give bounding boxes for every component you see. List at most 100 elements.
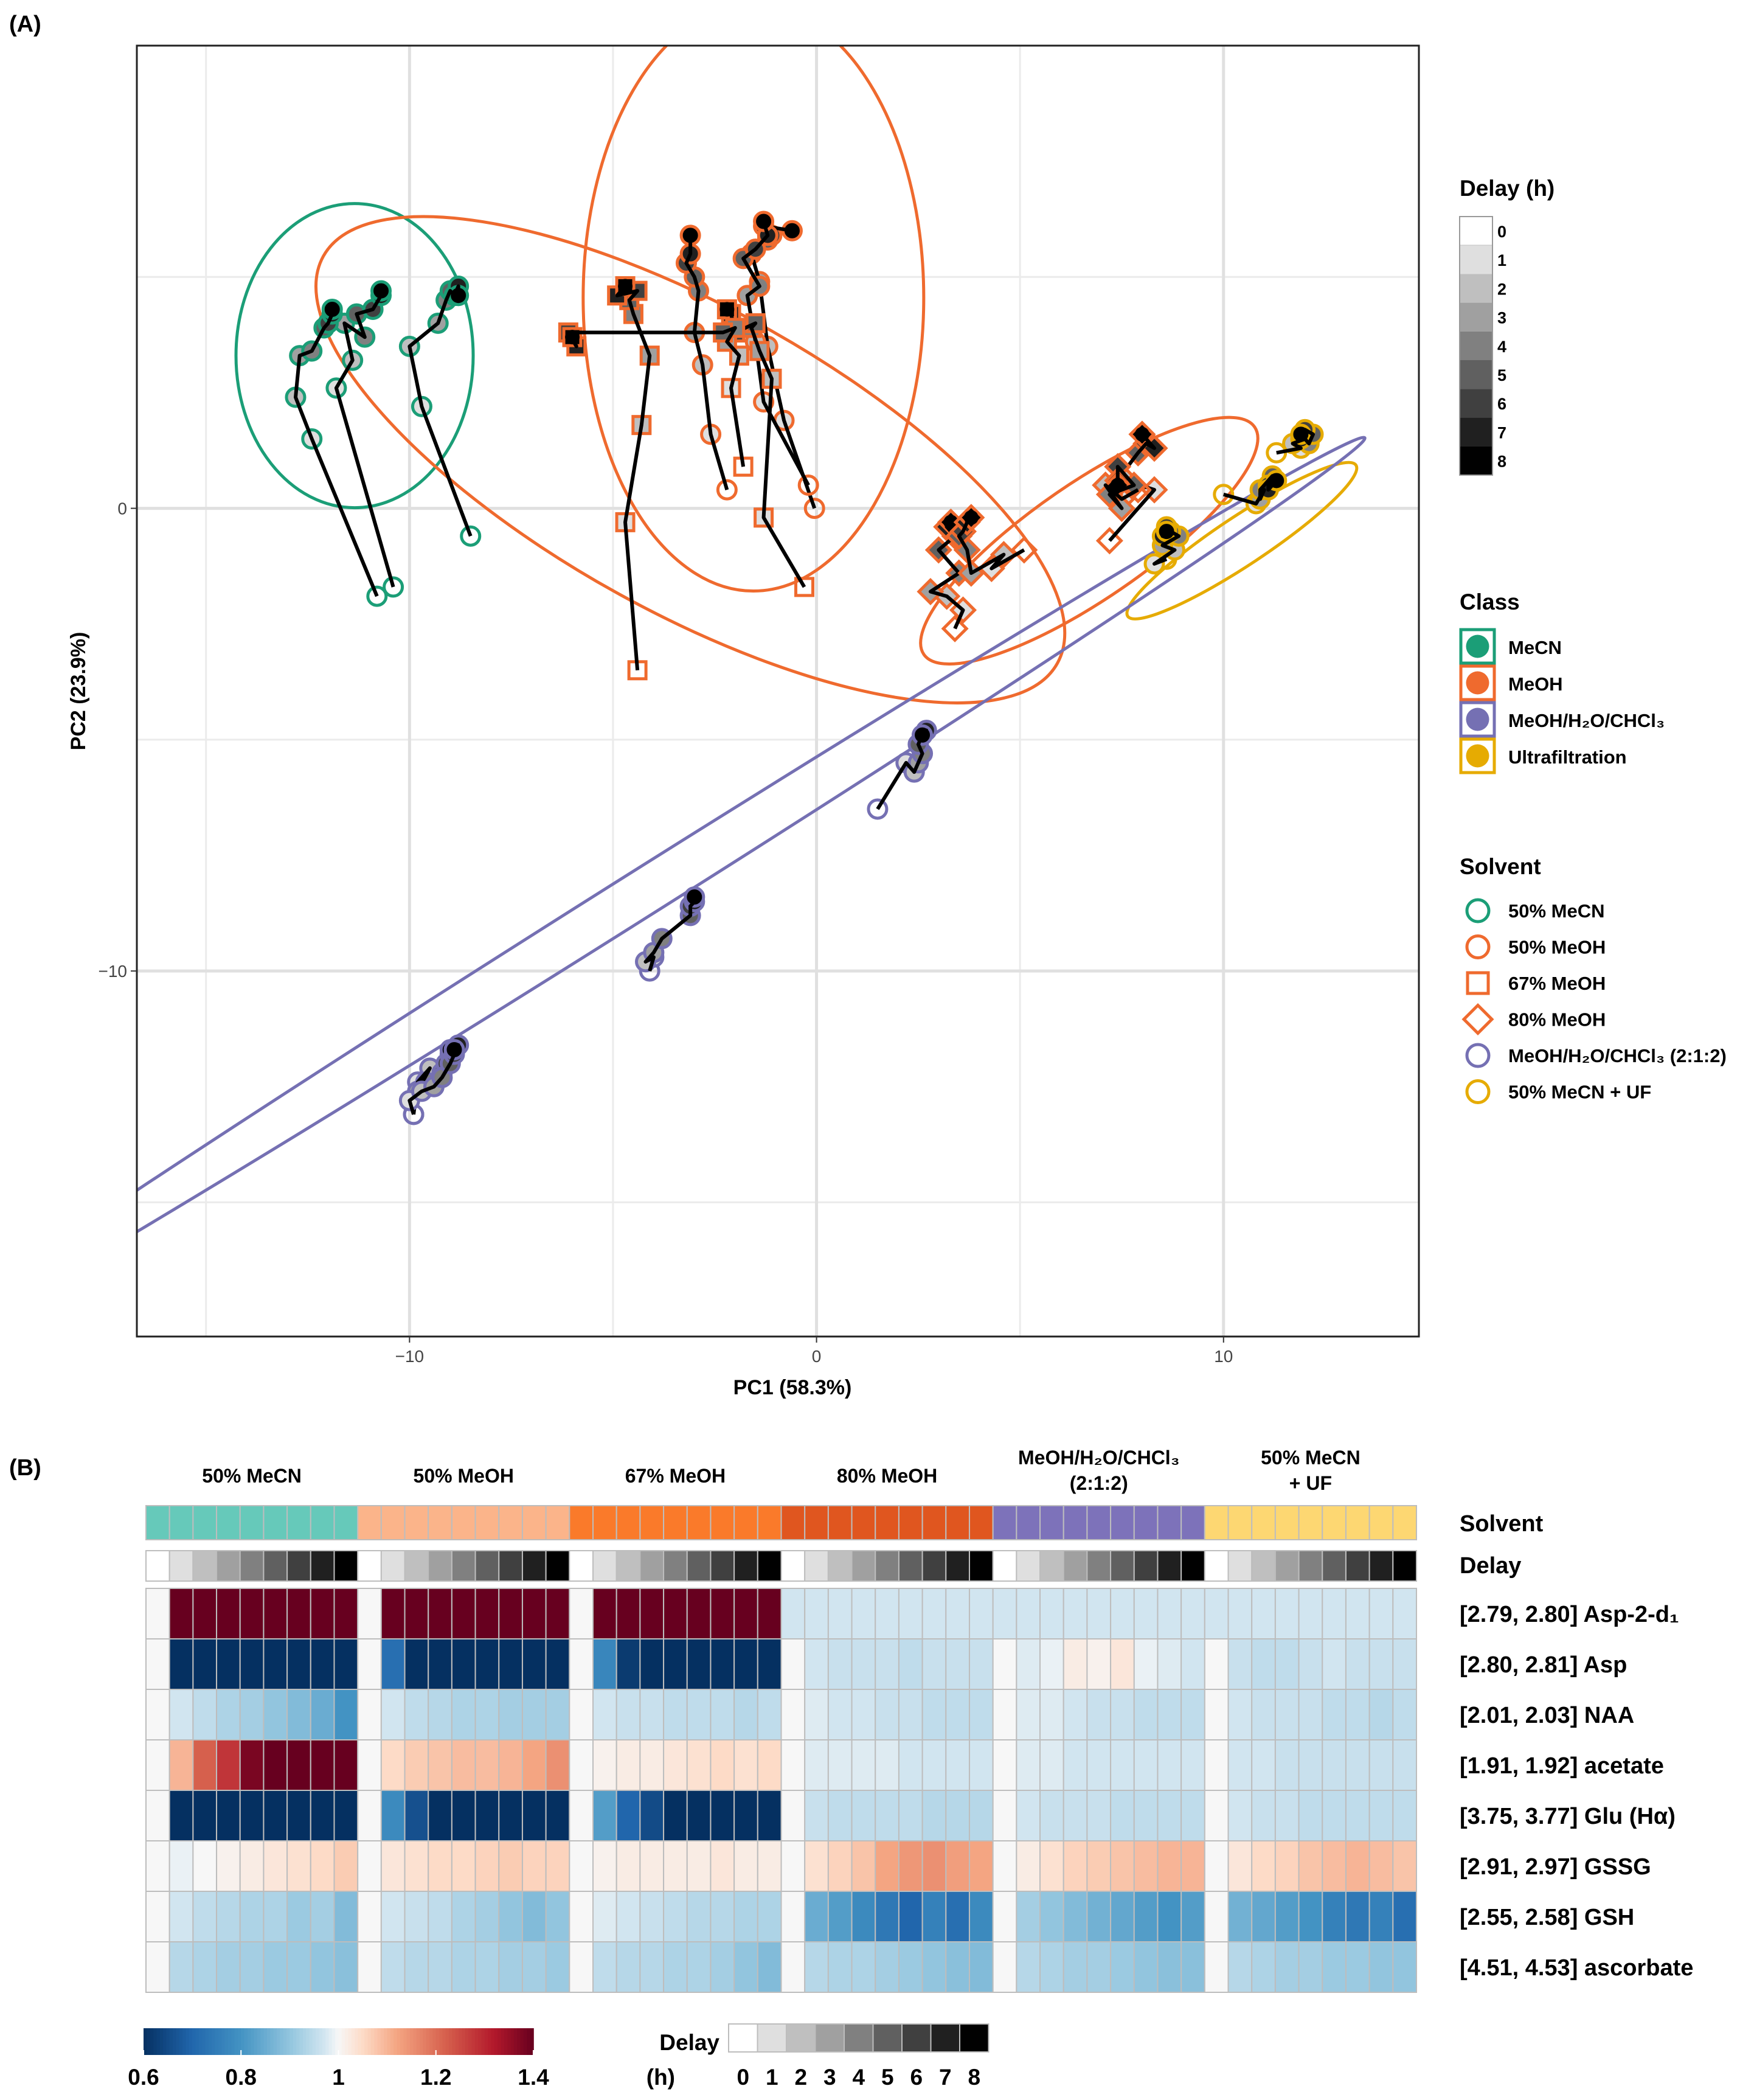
color-scale-segment — [410, 2028, 414, 2055]
heatmap-cell — [592, 1739, 617, 1791]
color-scale-segment — [364, 2028, 369, 2055]
delay-annotation-cell — [592, 1550, 617, 1582]
color-scale-segment — [156, 2028, 161, 2055]
delay-swatch-label: 7 — [1497, 423, 1506, 442]
color-scale-segment — [277, 2028, 281, 2055]
delay-swatch — [1460, 245, 1492, 274]
heatmap-cell — [780, 1689, 806, 1740]
end-point — [943, 515, 958, 530]
delay-annotation-cell — [1016, 1550, 1041, 1582]
color-scale-segment — [367, 2028, 372, 2055]
heatmap-cell — [592, 1588, 617, 1639]
delay-scale-label: 3 — [823, 2065, 836, 2090]
pca-plot: −10 0 10 −10 0 PC1 (58.3%) PC2 (23.9%) — [67, 44, 1420, 1399]
heatmap-cell — [451, 1588, 476, 1639]
color-scale-segment — [435, 2028, 440, 2055]
color-scale-segment — [504, 2028, 508, 2055]
heatmap-cell — [945, 1689, 970, 1740]
heatmap-cell — [615, 1941, 641, 1993]
row-label: [2.79, 2.80] Asp-2-d₁ — [1460, 1602, 1679, 1627]
heatmap-cell — [545, 1891, 570, 1942]
solvent-annotation-cell — [875, 1505, 900, 1540]
trajectory — [398, 1034, 470, 1125]
solvent-annotation-cell — [428, 1505, 452, 1540]
color-scale-segment — [459, 2028, 463, 2055]
color-scale-segment — [400, 2028, 404, 2055]
heatmap-cell — [569, 1941, 594, 1993]
heatmap-cell — [239, 1638, 265, 1690]
solvent-annotation-cell — [757, 1505, 782, 1540]
solvent-annotation-cell — [216, 1505, 241, 1540]
heatmap-cell — [686, 1739, 712, 1791]
panel-a-label: (A) — [9, 12, 41, 37]
solvent-swatch — [1465, 1079, 1491, 1104]
heatmap-cell — [733, 1638, 758, 1690]
heatmap-cell — [521, 1689, 547, 1740]
delay-annotation-cell — [451, 1550, 476, 1582]
heatmap-cell — [310, 1588, 335, 1639]
heatmap-cell — [827, 1790, 853, 1841]
x-tick-label: 10 — [1214, 1347, 1233, 1366]
data-point — [867, 798, 889, 820]
row-label: [4.51, 4.53] ascorbate — [1460, 1955, 1693, 1981]
trajectory — [867, 720, 937, 820]
color-scale-segment — [468, 2028, 473, 2055]
end-point — [565, 330, 580, 345]
heatmap-cell — [310, 1638, 335, 1690]
delay-scale-swatch — [786, 2023, 816, 2053]
heatmap-cell — [1227, 1689, 1253, 1740]
heatmap-cell — [428, 1891, 452, 1942]
heatmap-cell — [615, 1739, 641, 1791]
heatmap-cell — [1274, 1689, 1300, 1740]
heatmap-cell — [1062, 1790, 1088, 1841]
row-label: [3.75, 3.77] Glu (Hα) — [1460, 1804, 1676, 1829]
color-scale-segment — [341, 2028, 345, 2055]
heatmap-cell — [851, 1941, 876, 1993]
trajectory — [917, 508, 977, 642]
solvent-annotation-cell — [968, 1505, 994, 1540]
delay-annotation-cell — [851, 1550, 876, 1582]
heatmap-cell — [615, 1638, 641, 1690]
heatmap-cell — [428, 1689, 452, 1740]
heatmap-cell — [333, 1840, 359, 1892]
heatmap-cell — [686, 1941, 712, 1993]
heatmap-cell — [451, 1790, 476, 1841]
end-point — [373, 283, 389, 299]
solvent-annotation-cell — [1086, 1505, 1112, 1540]
heatmap-cell — [945, 1638, 970, 1690]
heatmap-cell — [1368, 1739, 1394, 1791]
heatmap-cell — [1016, 1840, 1041, 1892]
heatmap-cell — [1368, 1689, 1394, 1740]
heatmap-cell — [145, 1891, 170, 1942]
heatmap-cell — [804, 1840, 829, 1892]
color-scale-segment — [488, 2028, 492, 2055]
delay-scale-label: 6 — [910, 2065, 923, 2090]
heatmap-cell — [757, 1941, 782, 1993]
heatmap-cell — [333, 1588, 359, 1639]
solvent-label: 50% MeCN + UF — [1508, 1082, 1651, 1103]
heatmap-cell — [239, 1689, 265, 1740]
color-scale-segment — [231, 2028, 235, 2055]
heatmap-cell — [710, 1840, 735, 1892]
trajectory — [607, 276, 660, 681]
heatmap-cell — [921, 1790, 947, 1841]
heatmap-cell — [1322, 1941, 1347, 1993]
color-scale-segment — [423, 2028, 427, 2055]
heatmap-cell — [216, 1638, 241, 1690]
delay-swatch-label: 4 — [1497, 338, 1506, 356]
heatmap-cell — [380, 1891, 406, 1942]
column-group-label: MeOH/H₂O/CHCl₃ — [1018, 1447, 1179, 1469]
solvent-annotation-cell — [921, 1505, 947, 1540]
data-point — [797, 475, 819, 496]
solvent-swatch — [1465, 934, 1491, 959]
delay-annotation-cell — [1322, 1550, 1347, 1582]
heatmap-cell — [545, 1790, 570, 1841]
color-scale-segment — [523, 2028, 528, 2055]
heatmap-cell — [404, 1891, 429, 1942]
ellipse-ultrafiltration — [1125, 461, 1359, 621]
solvent-annotation-cell — [1204, 1505, 1229, 1540]
heatmap-cell — [780, 1790, 806, 1841]
color-scale-segment — [331, 2028, 336, 2055]
color-scale-segment — [445, 2028, 449, 2055]
